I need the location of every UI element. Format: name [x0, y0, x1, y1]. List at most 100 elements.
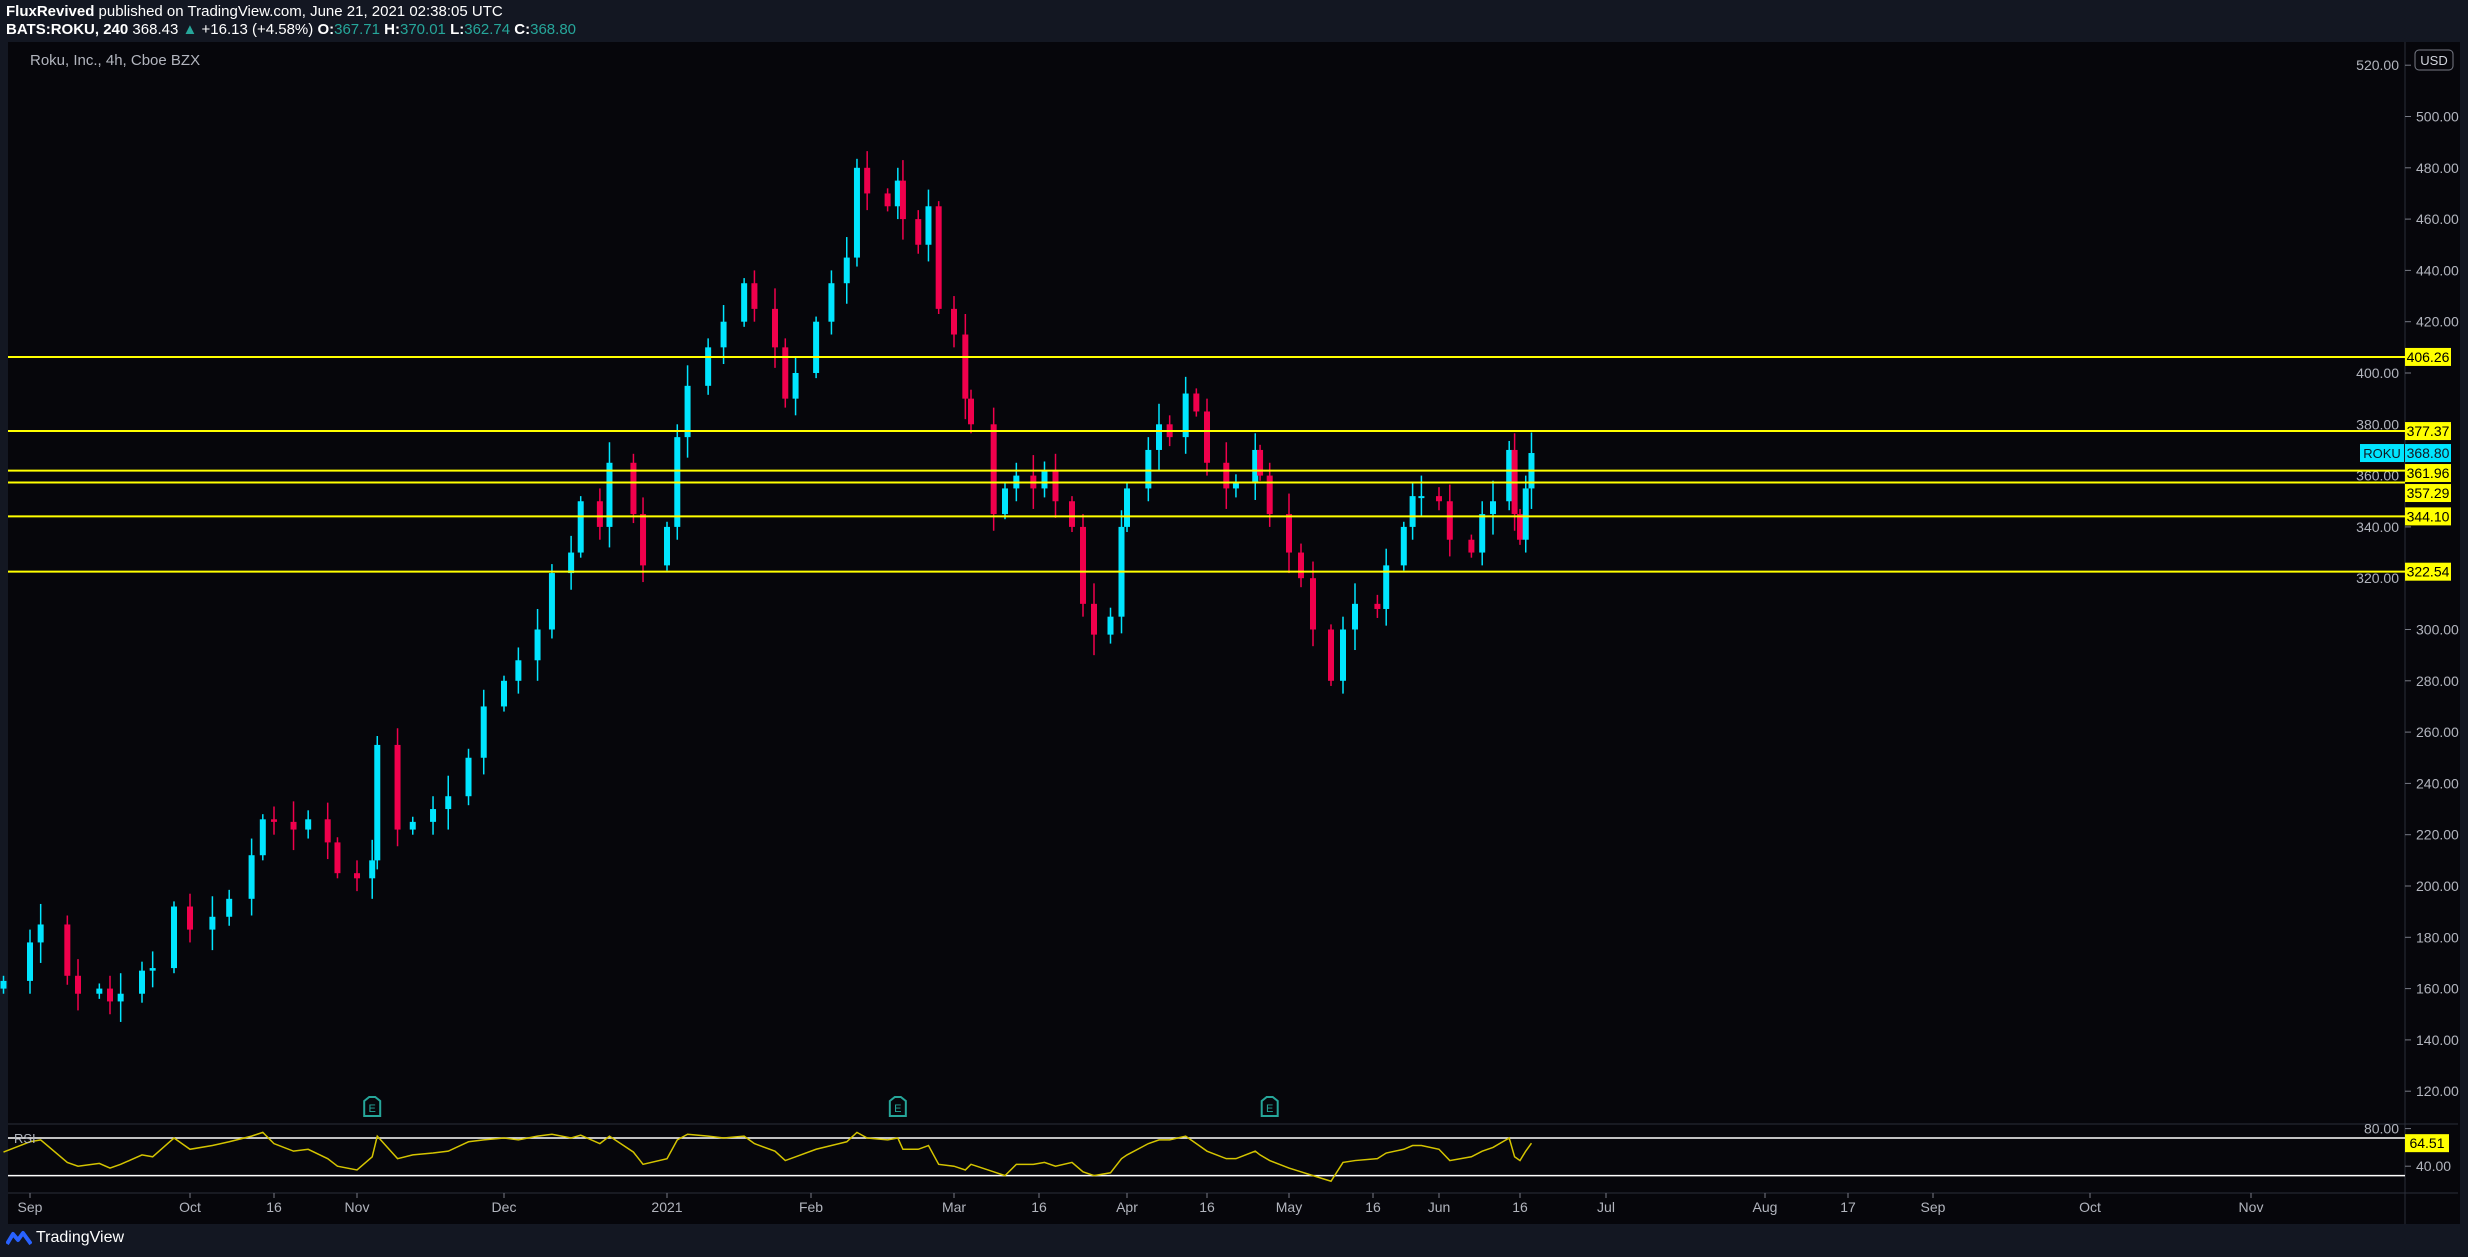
candle-body	[864, 167, 871, 194]
candle-body	[1069, 501, 1075, 527]
rsi-tick-label: 80.00	[2364, 1121, 2399, 1137]
price-tick-label: 500.00	[2416, 109, 2459, 125]
time-tick-label: May	[1276, 1199, 1302, 1215]
currency-button[interactable]: USD	[2414, 49, 2454, 71]
earnings-marker-label: E	[369, 1103, 376, 1115]
candle-body	[149, 968, 156, 971]
earnings-marker[interactable]: E	[363, 1096, 382, 1117]
candle-body	[1374, 603, 1381, 609]
time-tick-label: Dec	[492, 1199, 517, 1215]
symbol-label: ROKU	[2363, 446, 2401, 461]
time-tick-label: Aug	[1753, 1199, 1778, 1215]
candle-body	[1107, 616, 1114, 635]
footer-brand[interactable]: TradingView	[36, 1229, 125, 1246]
candle-body	[1490, 501, 1496, 515]
low-value: 362.74	[464, 21, 511, 38]
high-label: H:	[384, 21, 400, 38]
candle-body	[1252, 449, 1259, 484]
candle-body	[394, 744, 401, 830]
price-tick-label: 180.00	[2416, 929, 2459, 945]
candle-body	[445, 796, 452, 810]
time-tick-label: 2021	[651, 1199, 682, 1215]
candle-body	[75, 975, 81, 994]
level-price-label: 322.54	[2407, 564, 2450, 580]
low-label: L:	[450, 21, 465, 38]
price-tick-label: 300.00	[2416, 622, 2459, 638]
candle-body	[1182, 393, 1189, 438]
candle-body	[1340, 629, 1346, 681]
earnings-flag-icon	[363, 1096, 382, 1117]
candles	[0, 151, 1535, 1022]
candle-body	[1286, 514, 1292, 553]
candle-body	[853, 167, 860, 258]
candle-body	[271, 819, 277, 822]
level-price-label: 361.96	[2407, 465, 2450, 481]
footer: TradingView	[6, 1229, 124, 1247]
candle-body	[354, 873, 360, 879]
tradingview-logo-icon	[6, 1231, 32, 1246]
candle-body	[1383, 565, 1390, 609]
candle-body	[369, 860, 376, 879]
rsi-line	[3, 1131, 1533, 1183]
candle-body	[962, 334, 969, 399]
earnings-flag-icon	[1260, 1096, 1279, 1117]
close-value: 368.80	[530, 21, 577, 38]
time-tick-label: Sep	[1921, 1199, 1946, 1215]
candle-body	[792, 373, 799, 399]
candle-body	[968, 398, 974, 425]
chart-title: Roku, Inc., 4h, Cboe BZX	[30, 52, 200, 69]
level-price-label-bg	[2405, 562, 2451, 581]
candle-body	[640, 514, 647, 566]
publish-line: FluxRevived published on TradingView.com…	[6, 3, 576, 21]
candle-body	[951, 308, 957, 335]
level-price-label-bg	[2405, 347, 2451, 366]
time-tick-label: 16	[1031, 1199, 1047, 1215]
candle-body	[139, 970, 145, 994]
candle-body	[1223, 462, 1230, 489]
last-price-label-bg	[2405, 444, 2451, 463]
candle-body	[1232, 483, 1239, 489]
candle-body	[899, 180, 906, 220]
candle-body	[684, 385, 691, 438]
price-change: +16.13 (+4.58%)	[201, 21, 314, 38]
candle-body	[664, 526, 670, 566]
author-name[interactable]: FluxRevived	[6, 3, 95, 20]
candle-body	[884, 193, 891, 207]
candle-body	[1266, 475, 1273, 515]
time-tick-label: 16	[1365, 1199, 1381, 1215]
earnings-marker[interactable]: E	[888, 1096, 907, 1117]
price-tick-label: 420.00	[2416, 314, 2459, 330]
price-tick-label: 200.00	[2416, 878, 2459, 894]
candle-body	[1124, 488, 1130, 527]
candle-body	[1400, 526, 1407, 566]
earnings-marker-label: E	[894, 1103, 901, 1115]
price-tick-label: 220.00	[2416, 827, 2459, 843]
candle-body	[843, 257, 850, 284]
time-tick-label: Jul	[1597, 1199, 1615, 1215]
candle-body	[782, 347, 789, 399]
level-price-label-bg	[2405, 484, 2451, 503]
price-tick-label: 400.00	[2356, 365, 2399, 381]
candle-body	[1418, 496, 1425, 499]
candle-body	[290, 821, 297, 830]
time-tick-label: Oct	[2079, 1199, 2101, 1215]
candle-body	[1446, 501, 1453, 540]
price-tick-label: 240.00	[2416, 775, 2459, 791]
earnings-marker-label: E	[1266, 1103, 1273, 1115]
candle-body	[1310, 578, 1316, 630]
price-tick-label: 520.00	[2356, 57, 2399, 73]
candle-body	[630, 462, 637, 515]
candle-body	[171, 906, 177, 969]
earnings-marker[interactable]: E	[1260, 1096, 1279, 1117]
level-price-label: 357.29	[2407, 485, 2450, 501]
candle-body	[1156, 424, 1162, 450]
time-tick-label: 16	[1512, 1199, 1528, 1215]
candle-body	[1145, 449, 1152, 489]
candle-body	[334, 842, 341, 874]
candle-body	[720, 321, 727, 348]
level-price-label: 406.26	[2407, 349, 2450, 365]
candle-body	[534, 629, 541, 661]
candle-body	[1479, 514, 1486, 553]
time-tick-label: Feb	[799, 1199, 823, 1215]
